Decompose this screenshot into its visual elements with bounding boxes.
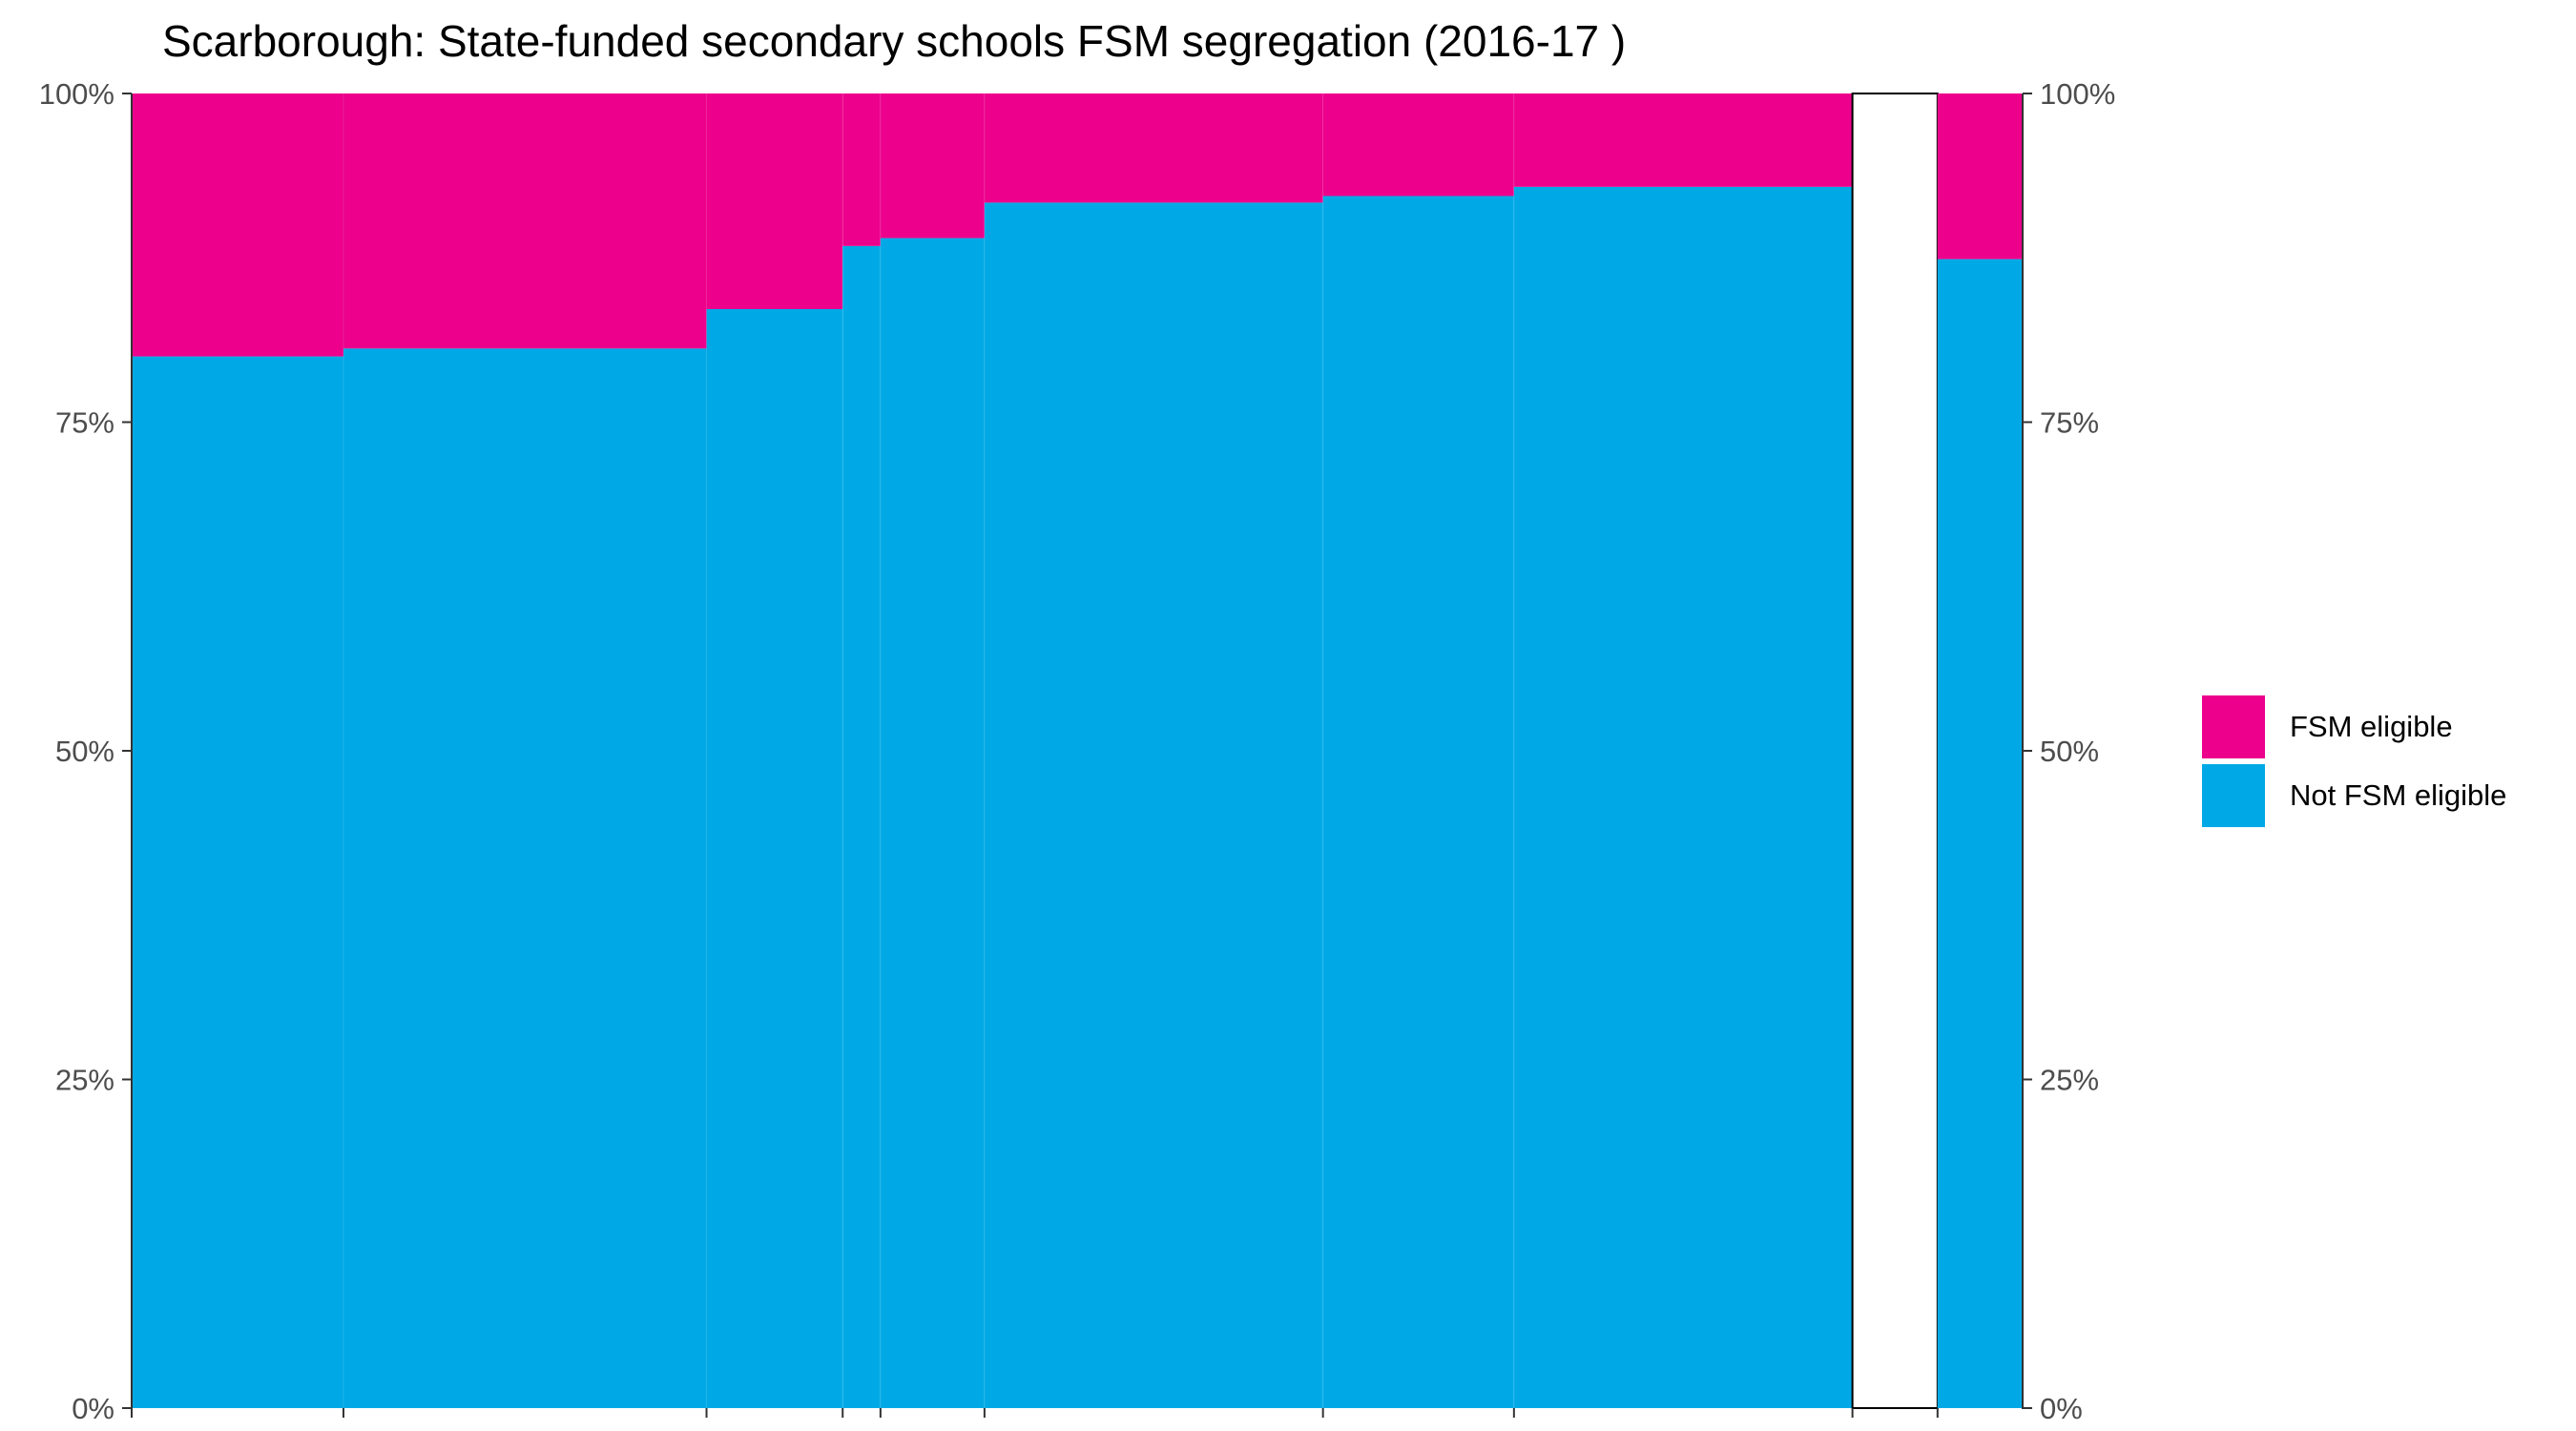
legend-label-fsm: FSM eligible (2290, 710, 2453, 743)
chart-title: Scarborough: State-funded secondary scho… (162, 16, 1627, 66)
bar-not-fsm-5 (880, 238, 985, 1409)
bar-not-fsm-3 (706, 308, 843, 1409)
legend-swatch-fsm (2202, 695, 2265, 758)
legend-item-not-fsm: Not FSM eligible (2202, 761, 2506, 830)
legend-swatch-not-fsm (2202, 764, 2265, 827)
bar-fsm-5 (880, 93, 985, 238)
bar-fsm-7 (1322, 93, 1514, 197)
bar-not-fsm-4 (842, 245, 881, 1408)
bar-fsm-6 (984, 93, 1323, 203)
y-tick-label-right-1: 25% (2040, 1064, 2099, 1097)
empty-bar-9 (1851, 93, 1939, 1409)
legend-item-fsm: FSM eligible (2202, 693, 2506, 761)
bar-fsm-3 (706, 93, 843, 309)
bar-not-fsm-2 (343, 348, 707, 1408)
legend-label-not-fsm: Not FSM eligible (2290, 778, 2507, 812)
bars-layer (131, 93, 2023, 1409)
axis-layer: 0% 0% 25% 25% 50% 50% 75% 75% 100% 100% (39, 77, 2116, 1425)
y-tick-label-left-1: 25% (55, 1064, 114, 1097)
y-tick-label-right-0: 0% (2040, 1392, 2083, 1425)
y-tick-label-right-2: 50% (2040, 735, 2099, 768)
bar-not-fsm-10 (1937, 259, 2023, 1409)
y-tick-label-right-4: 100% (2040, 77, 2115, 111)
y-tick-label-right-3: 75% (2040, 406, 2099, 440)
legend: FSM eligible Not FSM eligible (2202, 693, 2506, 830)
y-tick-label-left-3: 75% (55, 406, 114, 440)
y-tick-label-left-0: 0% (72, 1392, 114, 1425)
bar-fsm-4 (842, 93, 881, 246)
bar-not-fsm-8 (1513, 186, 1853, 1408)
bar-not-fsm-6 (984, 202, 1323, 1408)
bar-not-fsm-1 (132, 356, 343, 1409)
bar-not-fsm-7 (1322, 196, 1514, 1408)
bar-fsm-8 (1513, 93, 1853, 187)
bar-fsm-2 (343, 93, 707, 349)
y-tick-label-left-2: 50% (55, 735, 114, 768)
bar-fsm-1 (132, 93, 343, 357)
bar-fsm-10 (1937, 93, 2023, 259)
y-tick-label-left-4: 100% (39, 77, 114, 111)
